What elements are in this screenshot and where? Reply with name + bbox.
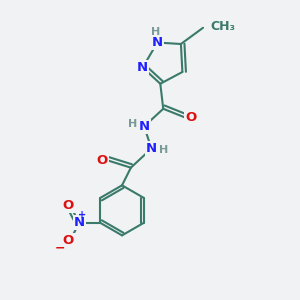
Text: H: H — [151, 27, 160, 37]
Text: O: O — [62, 234, 74, 247]
Text: N: N — [137, 61, 148, 74]
Text: H: H — [128, 119, 137, 129]
Text: N: N — [139, 120, 150, 133]
Text: H: H — [159, 145, 169, 155]
Text: N: N — [146, 142, 157, 155]
Text: O: O — [185, 111, 196, 124]
Text: N: N — [152, 36, 163, 49]
Text: +: + — [78, 210, 86, 220]
Text: O: O — [62, 199, 74, 212]
Text: −: − — [55, 242, 65, 255]
Text: O: O — [96, 154, 108, 167]
Text: CH₃: CH₃ — [210, 20, 236, 33]
Text: N: N — [74, 216, 85, 230]
